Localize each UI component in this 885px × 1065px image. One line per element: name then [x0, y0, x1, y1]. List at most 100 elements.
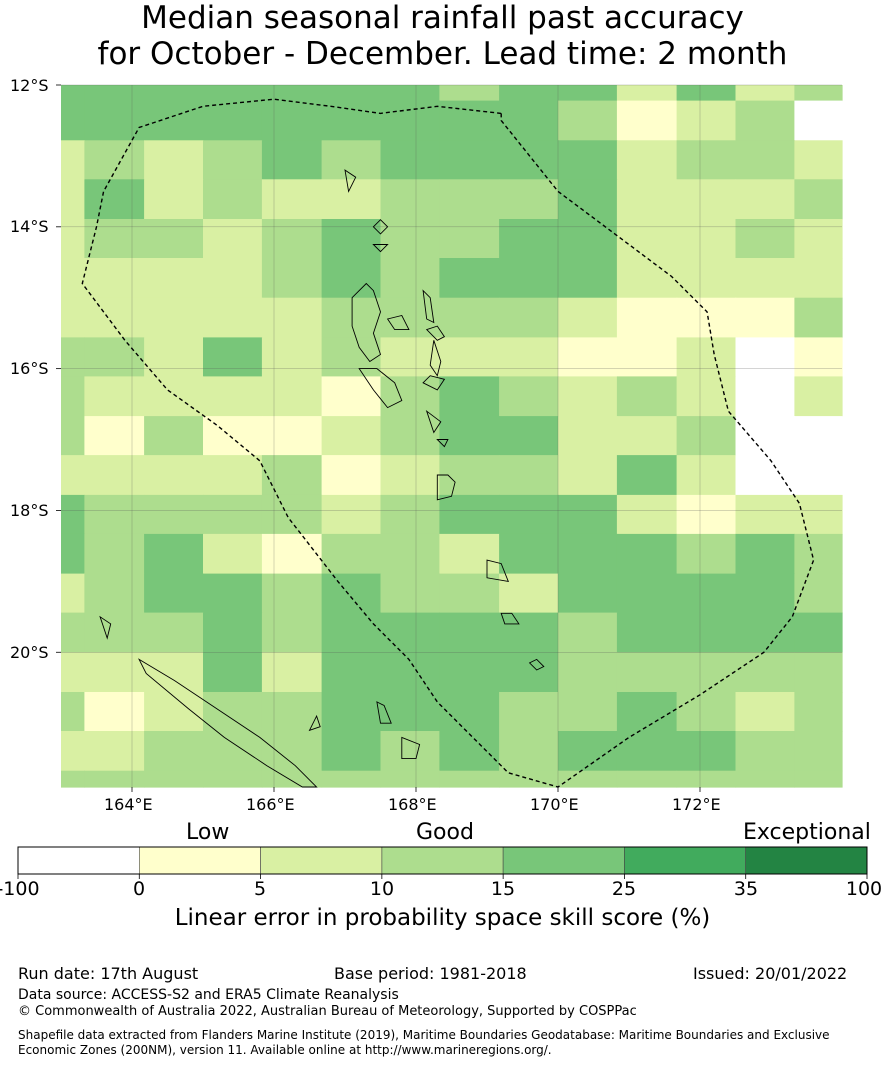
skill-cell: [794, 297, 843, 338]
skill-cell: [676, 85, 737, 102]
skill-cell: [261, 179, 323, 220]
skill-cell: [616, 692, 678, 732]
skill-cell: [380, 652, 440, 693]
skill-cell: [380, 533, 440, 575]
skill-cell: [558, 416, 618, 456]
shapefile-note: Shapefile data extracted from Flanders M…: [18, 1028, 830, 1057]
skill-cell: [61, 297, 85, 338]
skill-cell: [261, 85, 323, 102]
island-outline: [486, 559, 510, 582]
skill-cell: [794, 337, 843, 377]
skill-cell: [499, 612, 559, 653]
skill-cell: [616, 258, 678, 299]
skill-cell: [144, 573, 204, 614]
skill-cell: [558, 770, 618, 788]
skill-cell: [84, 376, 145, 417]
skill-cell: [61, 652, 85, 693]
colorbar-swatch: [745, 846, 868, 875]
skill-cell: [558, 692, 618, 732]
skill-cell: [794, 179, 843, 220]
skill-cell: [61, 100, 85, 141]
issued-date: Issued: 20/01/2022: [693, 964, 848, 983]
skill-grid: [61, 85, 843, 788]
skill-cell: [794, 692, 843, 732]
skill-cell: [735, 573, 795, 614]
skill-cell: [144, 612, 204, 653]
skill-cell: [380, 612, 440, 653]
colorbar-tick: 35: [733, 878, 759, 900]
eez-boundary: [81, 98, 815, 788]
title-line-1: Median seasonal rainfall past accuracy: [141, 0, 744, 36]
colorbar-tick: 25: [611, 878, 637, 900]
skill-cell: [558, 455, 618, 496]
skill-cell: [439, 416, 500, 456]
skill-cell: [616, 416, 678, 456]
island-outline: [425, 325, 446, 341]
skill-cell: [676, 770, 737, 788]
skill-cell: [499, 652, 559, 693]
skill-cell: [499, 692, 559, 732]
skill-cell: [794, 612, 843, 653]
skill-cell: [439, 573, 500, 614]
skill-cell: [321, 455, 382, 496]
skill-cell: [735, 731, 795, 772]
colorbar-frame: [17, 846, 868, 875]
colorbar-swatch: [139, 846, 261, 875]
skill-cell: [499, 258, 559, 299]
skill-cell: [735, 179, 795, 220]
island-outline: [138, 658, 318, 788]
lon-label-170e: 170°E: [530, 795, 579, 814]
run-date: Run date: 17th August: [18, 964, 199, 983]
skill-cell: [261, 258, 323, 299]
skill-cell: [144, 692, 204, 732]
skill-cell: [144, 533, 204, 575]
skill-cell: [261, 219, 323, 259]
skill-cell: [439, 770, 500, 788]
skill-cell: [61, 376, 85, 417]
skill-cell: [84, 533, 145, 575]
skill-cell: [203, 612, 263, 653]
skill-cell: [203, 416, 263, 456]
skill-cell: [558, 573, 618, 614]
skill-cell: [321, 219, 382, 259]
skill-cell: [261, 376, 323, 417]
skill-cell: [380, 179, 440, 220]
skill-cell: [499, 179, 559, 220]
coastlines: [99, 169, 545, 788]
skill-cell: [261, 416, 323, 456]
island-outline: [436, 439, 449, 448]
skill-cell: [616, 612, 678, 653]
skill-cell: [735, 612, 795, 653]
skill-cell: [84, 85, 145, 102]
skill-cell: [735, 85, 795, 102]
skill-cell: [61, 337, 85, 377]
skill-cell: [380, 455, 440, 496]
skill-cell: [61, 731, 85, 772]
skill-cell: [735, 455, 795, 496]
skill-cell: [499, 100, 559, 141]
skill-cell: [558, 652, 618, 693]
skill-cell: [616, 219, 678, 259]
skill-cell: [616, 533, 678, 575]
skill-cell: [61, 416, 85, 456]
skill-cell: [616, 455, 678, 496]
skill-cell: [61, 219, 85, 259]
skill-cell: [794, 100, 843, 141]
skill-cell: [144, 494, 204, 535]
data-source: Data source: ACCESS-S2 and ERA5 Climate …: [18, 987, 399, 1003]
skill-cell: [144, 337, 204, 377]
lon-label-168e: 168°E: [388, 795, 437, 814]
skill-cell: [499, 140, 559, 180]
skill-cell: [84, 770, 145, 788]
skill-cell: [439, 219, 500, 259]
skill-cell: [439, 692, 500, 732]
skill-cell: [84, 692, 145, 732]
skill-cell: [203, 85, 263, 102]
skill-cell: [499, 85, 559, 102]
island-outline: [429, 340, 442, 377]
skill-cell: [84, 573, 145, 614]
skill-cell: [261, 455, 323, 496]
skill-cell: [84, 140, 145, 180]
skill-cell: [203, 337, 263, 377]
skill-cell: [735, 219, 795, 259]
